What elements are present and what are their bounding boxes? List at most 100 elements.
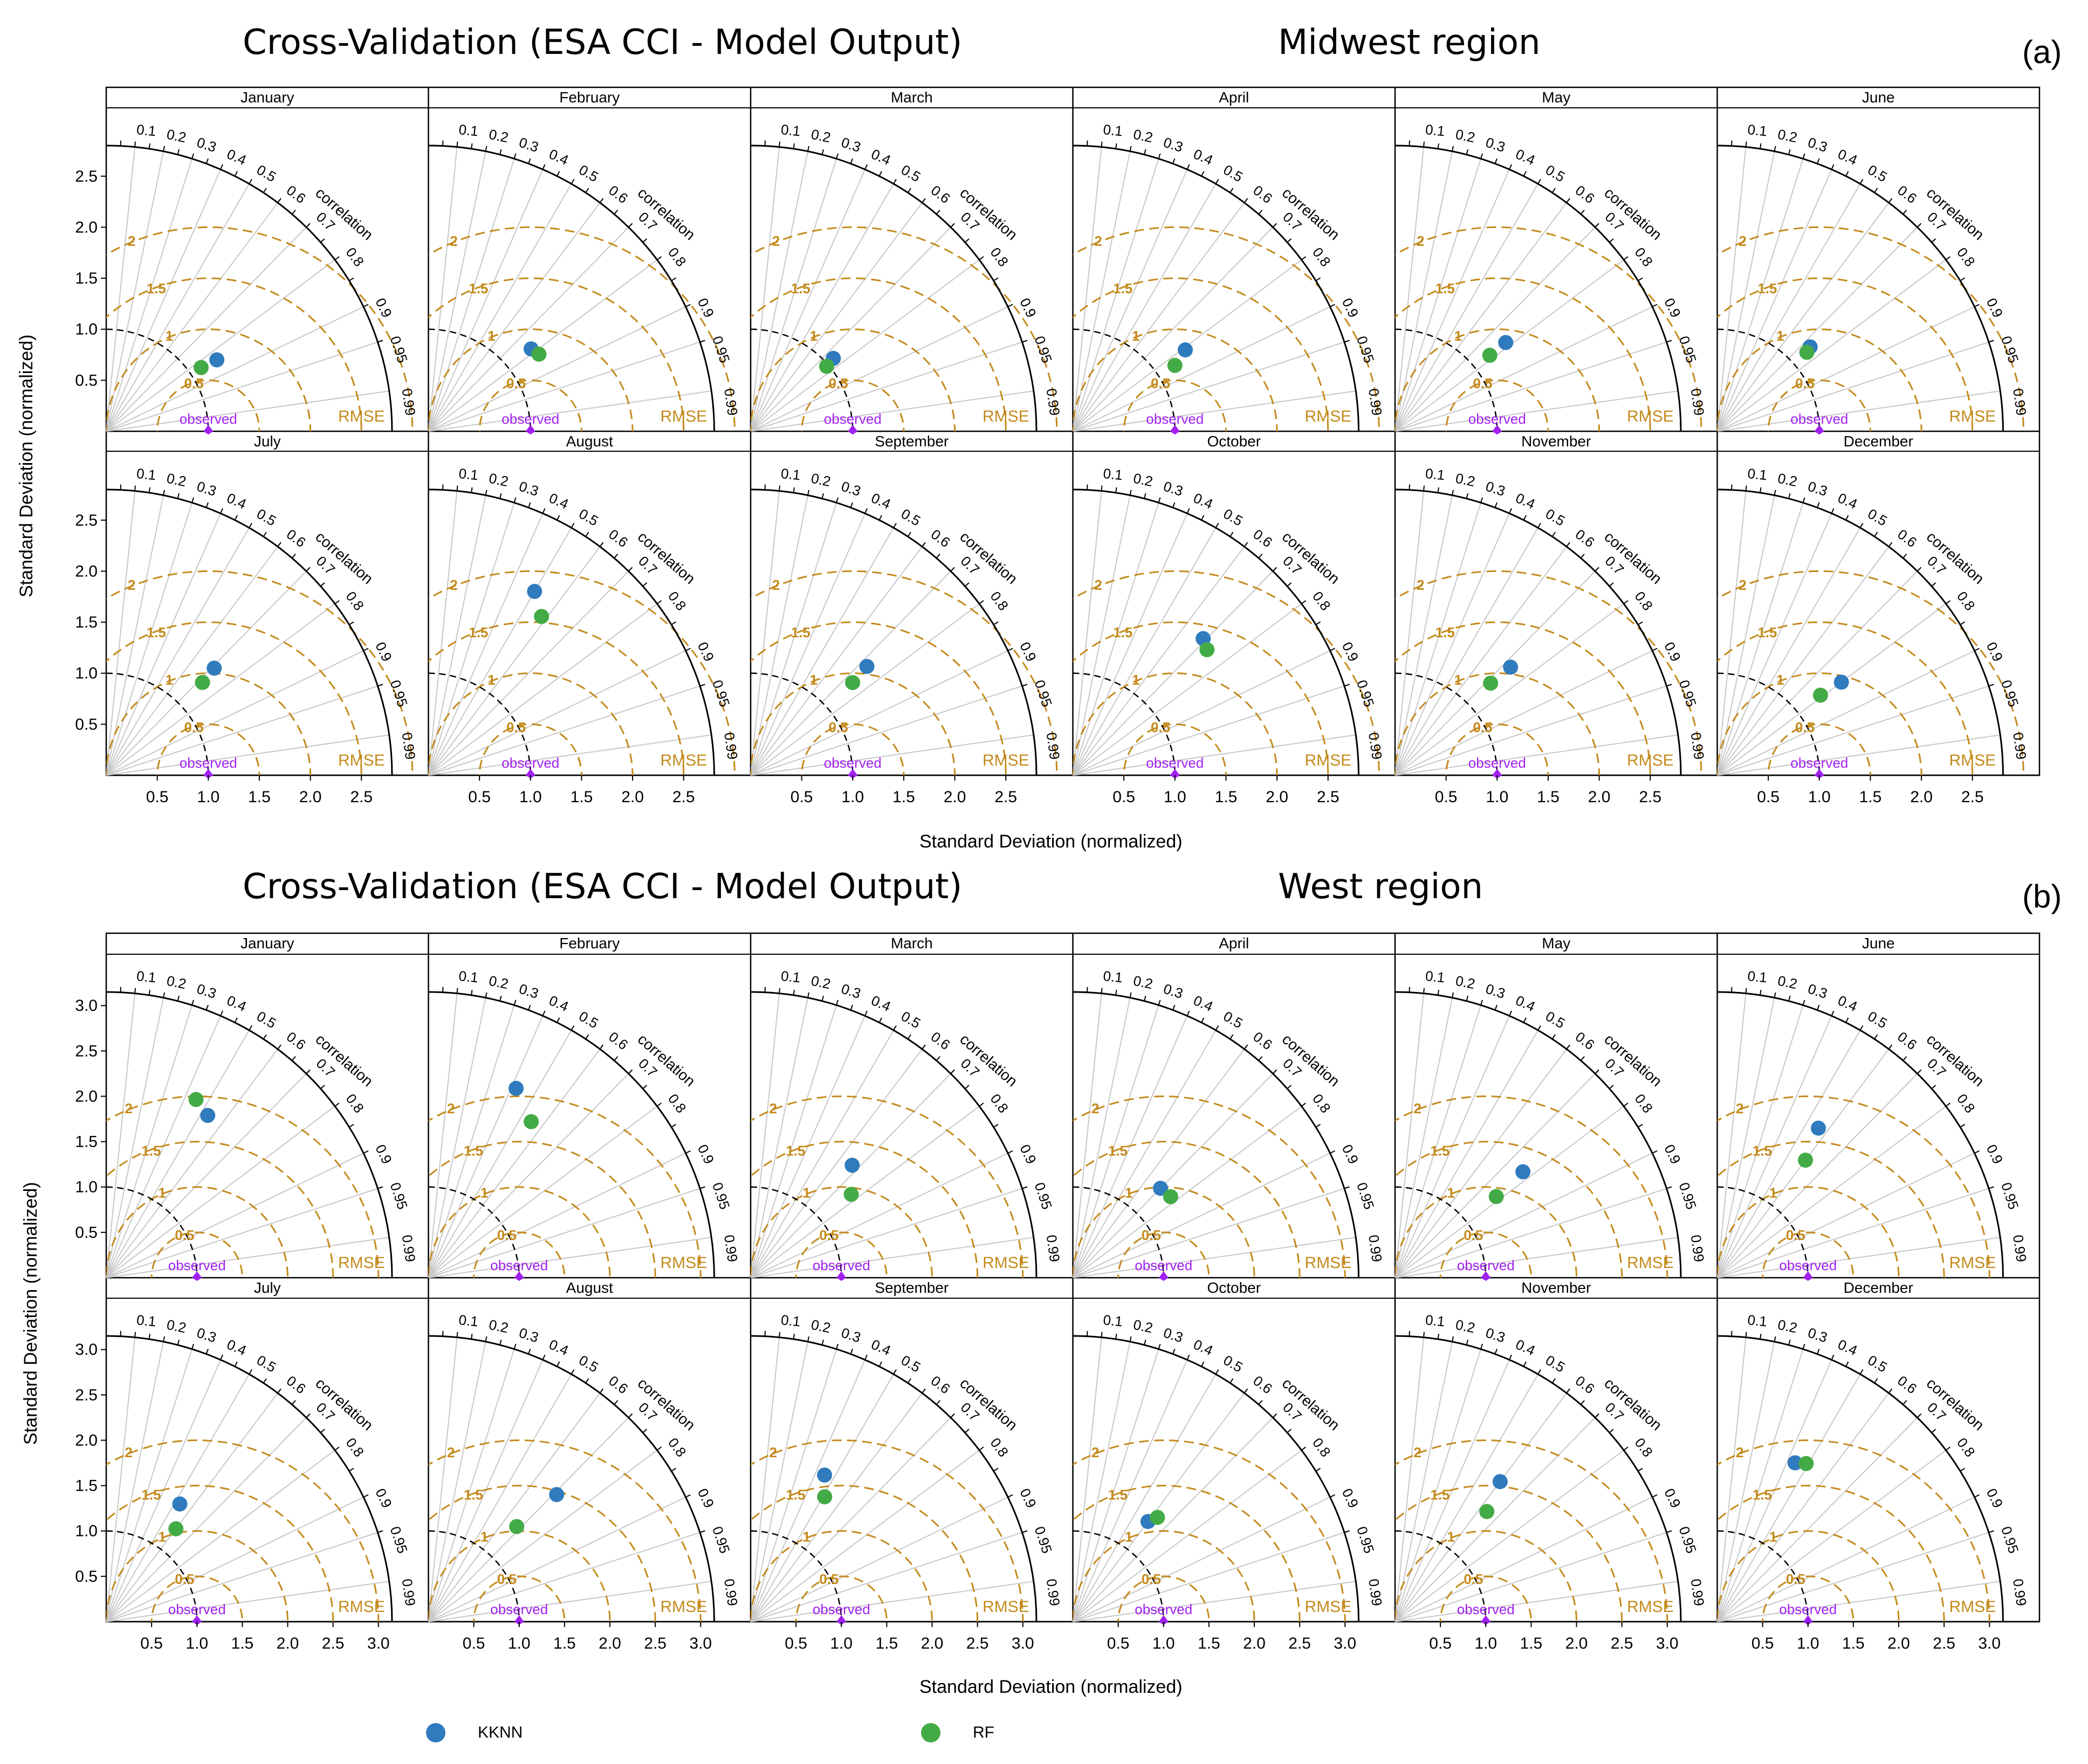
correlation-tick-label: 0.9 — [1339, 1142, 1362, 1167]
correlation-minor-tick — [1007, 304, 1013, 307]
correlation-tick-label: 0.95 — [387, 1181, 411, 1211]
correlation-tick-label: 0.3 — [839, 134, 862, 155]
correlation-gridline — [750, 1450, 980, 1622]
correlation-minor-tick — [1144, 149, 1146, 155]
correlation-minor-tick — [1230, 1378, 1234, 1383]
observed-label: observed — [824, 755, 882, 771]
rf-point-august — [509, 1519, 525, 1534]
correlation-tick-label: 0.4 — [869, 146, 893, 168]
observed-marker — [192, 1271, 202, 1281]
correlation-minor-tick — [499, 493, 502, 499]
correlation-gridline — [1072, 147, 1102, 432]
correlation-gridline — [428, 159, 515, 432]
correlation-minor-tick — [614, 553, 619, 559]
x-tick-label: 1.5 — [1198, 1635, 1220, 1652]
correlation-minor-tick — [1022, 1530, 1028, 1533]
y-tick-label: 2.5 — [75, 1386, 98, 1404]
correlation-tick-label: 0.5 — [898, 161, 923, 185]
panel-month-label: August — [566, 1279, 613, 1296]
y-tick-label: 1.0 — [75, 321, 98, 339]
correlation-tick-label: 0.9 — [1661, 1142, 1684, 1167]
correlation-minor-tick — [1115, 487, 1117, 493]
correlation-minor-tick — [1201, 171, 1205, 177]
panel-month-label: August — [566, 433, 613, 450]
x-tick-label: 0.5 — [1435, 788, 1458, 806]
rf-point-april — [1167, 357, 1183, 373]
correlation-minor-tick — [850, 158, 853, 164]
correlation-minor-tick — [1452, 992, 1454, 998]
observed-marker — [836, 1615, 847, 1625]
rmse-contour-label: 1.5 — [786, 1142, 805, 1159]
correlation-tick-label: 0.8 — [1309, 588, 1334, 614]
correlation-gridline — [428, 1153, 686, 1278]
correlation-gridline — [428, 1188, 700, 1278]
taylor-panel-december: 0.1 0.2 0.30.40.50.60.70.80.90.950.99corre… — [1716, 465, 2030, 778]
correlation-minor-tick — [764, 1331, 766, 1336]
correlation-minor-tick — [1774, 146, 1776, 151]
correlation-minor-tick — [1745, 988, 1747, 994]
observed-marker — [1158, 1271, 1169, 1281]
correlation-gridline — [1716, 502, 1804, 776]
correlation-gridline — [106, 495, 164, 776]
correlation-gridline — [1716, 1349, 1804, 1622]
rmse-contour-label: 2 — [450, 577, 457, 593]
correlation-tick-label: 0.8 — [1954, 1435, 1979, 1460]
correlation-minor-tick — [1452, 490, 1454, 495]
correlation-tick-label: 0.95 — [1354, 1181, 1377, 1211]
correlation-gridline — [750, 1106, 980, 1278]
kknn-point-september — [859, 659, 875, 674]
correlation-gridline — [428, 513, 544, 776]
rmse-contour-label: 2 — [1417, 577, 1424, 593]
rmse-contour-label: 2 — [1094, 577, 1102, 593]
correlation-tick-label: 0.4 — [869, 1336, 893, 1359]
outer-correlation-arc — [750, 991, 1038, 1278]
correlation-minor-tick — [1344, 684, 1350, 687]
correlation-tick-label: 0.2 — [1454, 470, 1476, 490]
correlation-minor-tick — [1022, 340, 1028, 343]
x-tick-label: 2.5 — [350, 788, 373, 806]
correlation-minor-tick — [1144, 995, 1146, 1002]
correlation-minor-tick — [1537, 1025, 1541, 1031]
correlation-tick-label: 0.95 — [387, 334, 411, 365]
rmse-contour — [1767, 379, 1871, 431]
correlation-minor-tick — [1129, 1336, 1132, 1342]
correlation-tick-label: 0.1 — [780, 1312, 801, 1329]
correlation-gridline — [428, 1417, 629, 1622]
outer-correlation-arc — [1717, 144, 2004, 432]
observed-sd-arc — [428, 328, 532, 432]
correlation-tick-label: 0.95 — [387, 1525, 411, 1555]
correlation-minor-tick — [1666, 684, 1672, 687]
correlation-minor-tick — [907, 532, 911, 537]
correlation-minor-tick — [1859, 522, 1864, 528]
correlation-tick-label: 0.95 — [1676, 678, 1700, 709]
outer-correlation-arc — [106, 991, 393, 1278]
correlation-gridline — [1395, 1106, 1624, 1278]
correlation-tick-label: 0.3 — [839, 981, 862, 1002]
rf-point-november — [1479, 1504, 1495, 1519]
correlation-gridline — [1395, 183, 1538, 432]
rmse-contour — [1717, 277, 1974, 431]
rmse-contour-label: 2 — [1739, 577, 1746, 593]
correlation-tick-label: 0.8 — [1954, 244, 1979, 270]
rmse-contour — [1117, 1231, 1210, 1278]
correlation-tick-label: 0.3 — [1806, 134, 1829, 155]
x-tick-label: 1.5 — [1520, 1635, 1543, 1652]
correlation-gridline — [1395, 1030, 1538, 1278]
correlation-gridline — [1395, 1073, 1596, 1278]
correlation-gridline — [1395, 1450, 1624, 1622]
correlation-minor-tick — [1129, 490, 1132, 495]
correlation-tick-label: 0.99 — [1688, 387, 1708, 416]
correlation-minor-tick — [1845, 171, 1849, 177]
observed-sd-arc — [750, 672, 854, 776]
correlation-tick-label: 0.95 — [1676, 1525, 1700, 1555]
correlation-minor-tick — [1315, 1124, 1321, 1128]
correlation-minor-tick — [1537, 1369, 1541, 1375]
correlation-minor-tick — [614, 209, 619, 215]
outer-correlation-arc — [750, 1335, 1038, 1622]
correlation-minor-tick — [377, 340, 383, 343]
correlation-gridline — [1072, 997, 1131, 1278]
correlation-minor-tick — [1129, 146, 1132, 151]
rmse-contour-label: 0.5 — [819, 1571, 839, 1587]
rmse-label: RMSE — [983, 408, 1029, 425]
correlation-minor-tick — [513, 153, 517, 159]
